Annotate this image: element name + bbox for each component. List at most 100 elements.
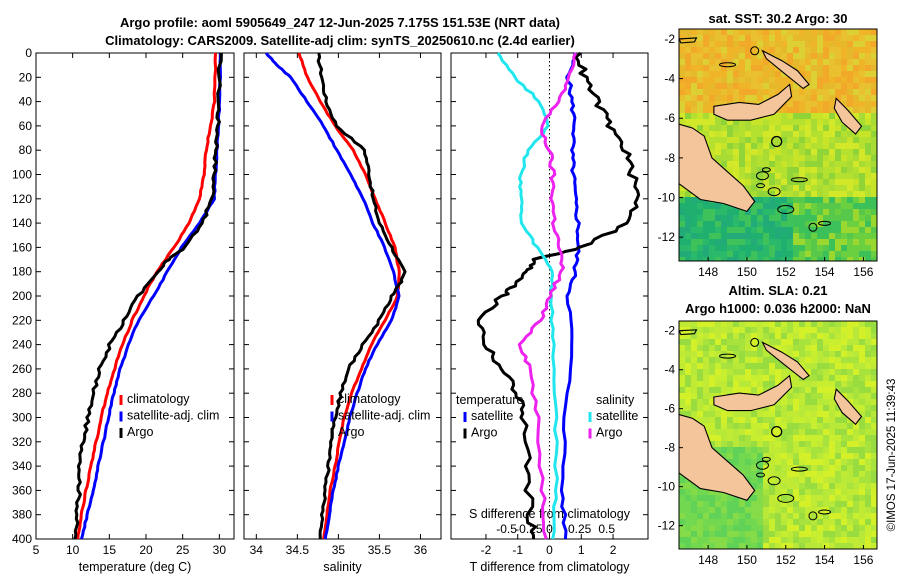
map-cell <box>847 41 854 48</box>
map-cell <box>817 357 824 364</box>
map-cell <box>841 531 848 538</box>
map-cell <box>769 339 776 346</box>
map-cell <box>739 149 746 156</box>
map-cell <box>835 333 842 340</box>
map-cell <box>835 387 842 394</box>
map-cell <box>787 399 794 406</box>
map-cell <box>865 339 872 346</box>
map-cell <box>793 513 800 520</box>
map-cell <box>733 149 740 156</box>
map-cell <box>781 53 788 60</box>
map-cell <box>691 65 698 72</box>
map-cell <box>799 107 806 114</box>
map-cell <box>799 47 806 54</box>
map-cell <box>853 29 860 36</box>
map-cell <box>793 417 800 424</box>
map-cell <box>805 167 812 174</box>
map-cell <box>709 77 716 84</box>
map-cell <box>697 519 704 526</box>
map-cell <box>727 239 734 246</box>
map-cell <box>745 143 752 150</box>
map-cell <box>757 513 764 520</box>
map-cell <box>727 339 734 346</box>
map-cell <box>739 59 746 66</box>
map-cell <box>799 531 806 538</box>
map-cell <box>727 435 734 442</box>
map-cell <box>811 441 818 448</box>
map-cell <box>733 369 740 376</box>
map-cell <box>685 203 692 210</box>
map-cell <box>697 507 704 514</box>
map-cell <box>763 143 770 150</box>
map-cell <box>691 321 698 328</box>
map-cell <box>787 483 794 490</box>
map-cell <box>787 185 794 192</box>
map-cell <box>757 65 764 72</box>
map-cell <box>841 477 848 484</box>
map-cell <box>679 95 686 102</box>
map-cell <box>841 417 848 424</box>
map-cell <box>739 453 746 460</box>
map-cell <box>745 149 752 156</box>
map-cell <box>865 345 872 352</box>
legend-label: Argo <box>596 426 622 440</box>
map-cell <box>853 53 860 60</box>
map-cell <box>703 59 710 66</box>
map-cell <box>841 197 848 204</box>
map-cell <box>799 131 806 138</box>
map-cell <box>769 453 776 460</box>
map-cell <box>835 519 842 526</box>
map-cell <box>739 221 746 228</box>
land-bougainville <box>833 388 863 426</box>
map-cell <box>691 209 698 216</box>
map-cell <box>799 233 806 240</box>
map-cell <box>823 459 830 466</box>
map-cell <box>853 215 860 222</box>
map-cell <box>871 83 877 90</box>
map-cell <box>739 519 746 526</box>
map-cell <box>811 209 818 216</box>
map-cell <box>787 447 794 454</box>
map-cell <box>817 89 824 96</box>
map-cell <box>871 423 877 430</box>
map-cell <box>871 435 877 442</box>
map-cell <box>871 483 877 490</box>
map-cell <box>709 513 716 520</box>
map-cell <box>679 489 686 496</box>
map-cell <box>697 369 704 376</box>
map-cell <box>745 245 752 252</box>
legend-label: Argo <box>338 425 364 439</box>
map-cell <box>763 251 770 258</box>
map-cell <box>781 113 788 120</box>
map-cell <box>727 327 734 334</box>
map-cell <box>811 71 818 78</box>
map-cell <box>865 513 872 520</box>
map-cell <box>739 321 746 328</box>
map-cell <box>865 411 872 418</box>
map-cell <box>715 233 722 240</box>
map-cell <box>757 411 764 418</box>
map-cell <box>697 411 704 418</box>
map-cell <box>679 345 686 352</box>
map-cell <box>751 507 758 514</box>
map-cell <box>847 333 854 340</box>
map-cell <box>757 435 764 442</box>
map-cell <box>751 525 758 532</box>
map-cell <box>709 519 716 526</box>
map-cell <box>793 149 800 156</box>
map-cell <box>805 47 812 54</box>
map-cell <box>703 119 710 126</box>
map-cell <box>865 83 872 90</box>
x-tick-label: 1 <box>578 543 585 557</box>
x-tick-label: 30 <box>213 543 227 557</box>
map-cell <box>691 53 698 60</box>
map-cell <box>769 507 776 514</box>
map-cell <box>703 375 710 382</box>
map-cell <box>805 77 812 84</box>
map-cell <box>793 429 800 436</box>
map-cell <box>811 35 818 42</box>
map-cell <box>697 537 704 544</box>
map-cell <box>841 131 848 138</box>
map-cell <box>841 537 848 544</box>
